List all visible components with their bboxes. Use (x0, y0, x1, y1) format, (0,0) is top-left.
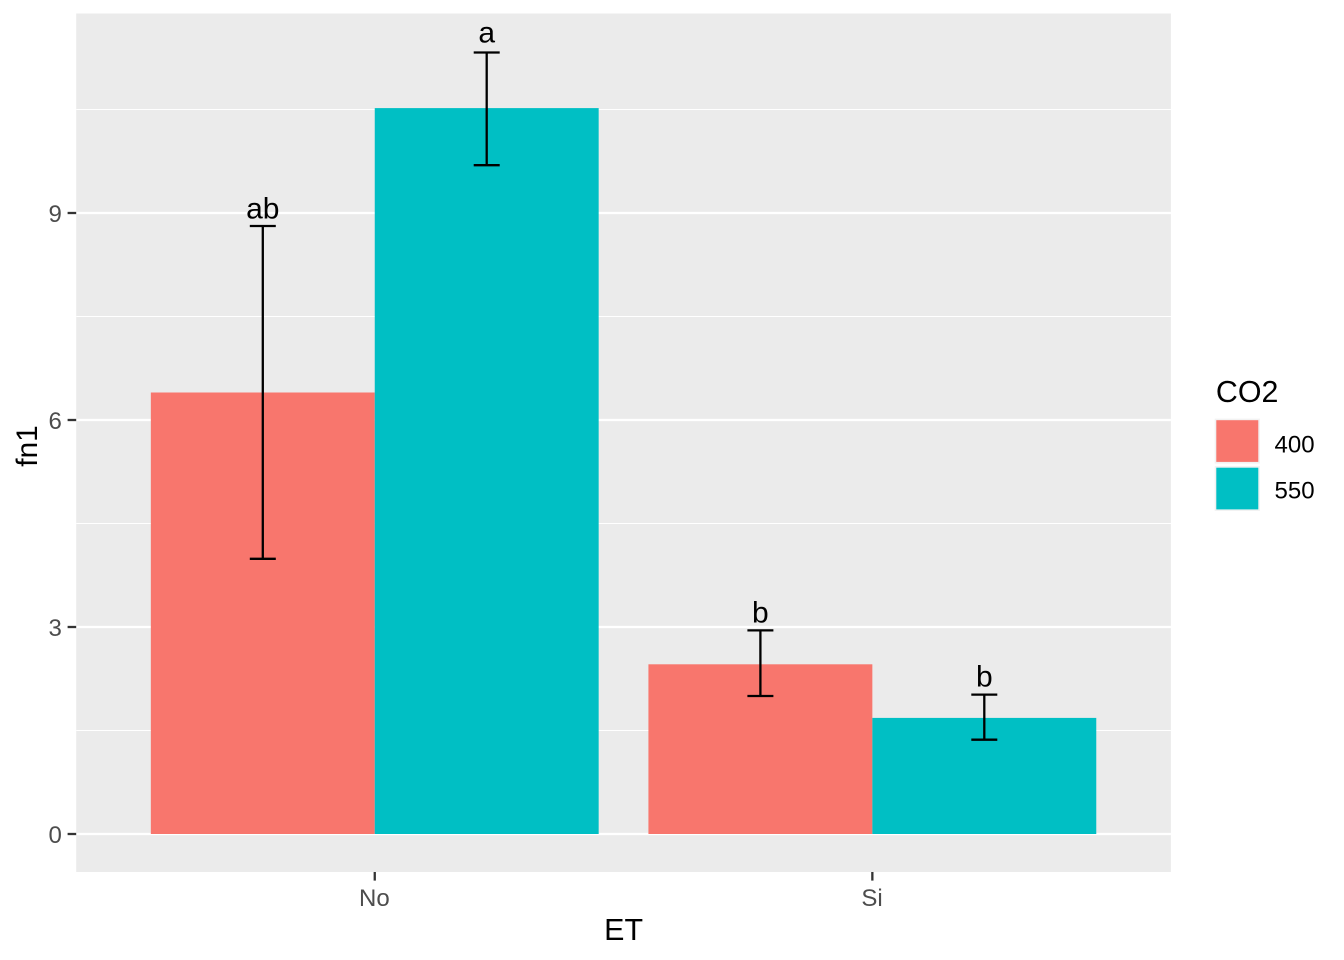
svg-text:ab: ab (246, 193, 279, 226)
svg-text:fn1: fn1 (11, 425, 44, 466)
svg-text:0: 0 (48, 822, 61, 849)
svg-text:a: a (478, 17, 495, 50)
svg-text:CO2: CO2 (1216, 375, 1279, 409)
svg-text:ET: ET (604, 913, 643, 947)
svg-text:Si: Si (861, 885, 882, 912)
svg-text:b: b (976, 661, 993, 694)
svg-text:400: 400 (1275, 432, 1315, 459)
svg-text:No: No (359, 885, 390, 912)
svg-text:3: 3 (48, 615, 61, 642)
svg-text:6: 6 (48, 408, 61, 435)
svg-text:b: b (752, 596, 769, 629)
svg-text:9: 9 (48, 201, 61, 228)
svg-text:550: 550 (1275, 478, 1315, 505)
